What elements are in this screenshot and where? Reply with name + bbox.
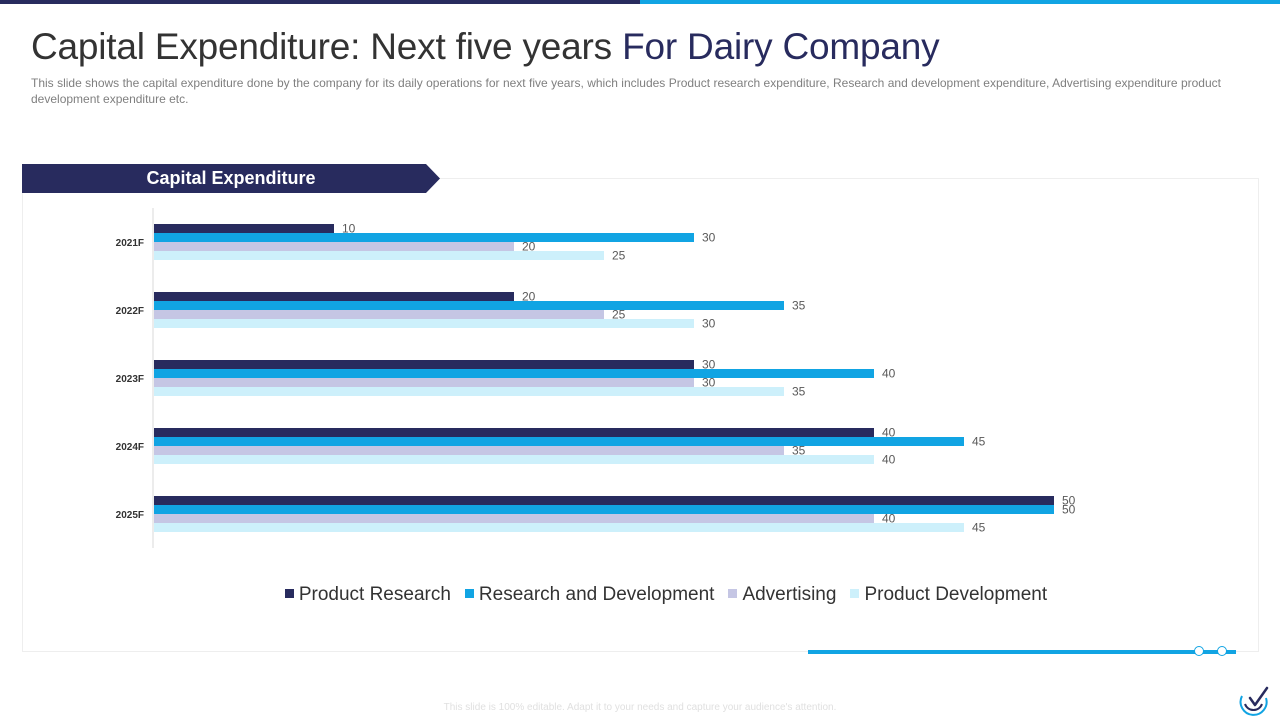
bar-product-research bbox=[154, 292, 514, 301]
data-label: 25 bbox=[612, 308, 626, 322]
bar-advertising bbox=[154, 378, 694, 387]
data-label: 40 bbox=[882, 426, 896, 440]
bar-product-development bbox=[154, 455, 874, 464]
page-subtitle: This slide shows the capital expenditure… bbox=[31, 76, 1221, 106]
legend-item: Advertising bbox=[728, 584, 836, 606]
legend-label: Advertising bbox=[742, 584, 837, 605]
data-label: 20 bbox=[522, 290, 536, 304]
bar-research-and-development bbox=[154, 233, 694, 242]
data-label: 30 bbox=[702, 376, 716, 390]
footer-note: This slide is 100% editable. Adapt it to… bbox=[443, 702, 837, 713]
bar-product-research bbox=[154, 360, 694, 369]
top-accent-bar-blue bbox=[640, 0, 1280, 4]
y-tick-label: 2023F bbox=[116, 374, 144, 385]
bar-advertising bbox=[154, 446, 784, 455]
data-label: 35 bbox=[792, 385, 806, 399]
chart-title: Capital Expenditure bbox=[146, 168, 316, 188]
data-label: 25 bbox=[612, 249, 626, 263]
data-label: 50 bbox=[1062, 503, 1076, 517]
y-tick-label: 2025F bbox=[116, 510, 144, 521]
legend-item: Research and Development bbox=[464, 584, 715, 606]
bar-research-and-development bbox=[154, 437, 964, 446]
data-label: 40 bbox=[882, 512, 896, 526]
top-accent-bar-dark bbox=[0, 0, 640, 4]
data-label: 30 bbox=[702, 358, 716, 372]
bar-product-research bbox=[154, 428, 874, 437]
data-label: 50 bbox=[1062, 494, 1076, 508]
chart-banner-label: Capital Expenditure bbox=[22, 164, 440, 193]
progress-dot bbox=[1217, 646, 1227, 656]
y-tick-label: 2022F bbox=[116, 306, 144, 317]
data-label: 40 bbox=[882, 453, 896, 467]
legend-swatch bbox=[284, 589, 294, 598]
bar-research-and-development bbox=[154, 505, 1054, 514]
page-title-main: Capital Expenditure: Next five years bbox=[31, 26, 612, 67]
legend-swatch bbox=[464, 589, 474, 598]
legend-swatch bbox=[728, 589, 738, 598]
legend-item: Product Development bbox=[850, 584, 1047, 606]
data-label: 20 bbox=[522, 240, 536, 254]
legend-item: Product Research bbox=[284, 584, 451, 606]
legend-label: Product Development bbox=[864, 584, 1048, 605]
legend-label: Product Research bbox=[298, 584, 451, 605]
bar-product-research bbox=[154, 496, 1054, 505]
data-label: 40 bbox=[882, 367, 896, 381]
data-label: 30 bbox=[702, 231, 716, 245]
bar-product-research bbox=[154, 224, 334, 233]
legend-label: Research and Development bbox=[478, 584, 715, 605]
bar-product-development bbox=[154, 387, 784, 396]
bar-product-development bbox=[154, 319, 694, 328]
chart-legend: Product Research Research and Development… bbox=[0, 584, 1280, 606]
legend-swatch bbox=[850, 589, 860, 598]
bar-product-development bbox=[154, 523, 964, 532]
y-tick-label: 2024F bbox=[116, 442, 144, 453]
bar-advertising bbox=[154, 242, 514, 251]
bar-advertising bbox=[154, 514, 874, 523]
bar-product-development bbox=[154, 251, 604, 260]
data-label: 35 bbox=[792, 444, 806, 458]
data-label: 35 bbox=[792, 299, 806, 313]
data-label: 10 bbox=[342, 222, 356, 236]
y-tick-label: 2021F bbox=[116, 238, 144, 249]
progress-dot bbox=[1194, 646, 1204, 656]
bar-advertising bbox=[154, 310, 604, 319]
bar-research-and-development bbox=[154, 369, 874, 378]
page-title-accent: For Dairy Company bbox=[622, 26, 940, 67]
data-label: 30 bbox=[702, 317, 716, 331]
data-label: 45 bbox=[972, 435, 986, 449]
decorative-progress-line bbox=[808, 650, 1236, 654]
company-logo-icon bbox=[1239, 686, 1269, 716]
chart-banner bbox=[22, 164, 440, 193]
page-title: Capital Expenditure: Next five years For… bbox=[31, 26, 940, 68]
data-label: 45 bbox=[972, 521, 986, 535]
bar-research-and-development bbox=[154, 301, 784, 310]
